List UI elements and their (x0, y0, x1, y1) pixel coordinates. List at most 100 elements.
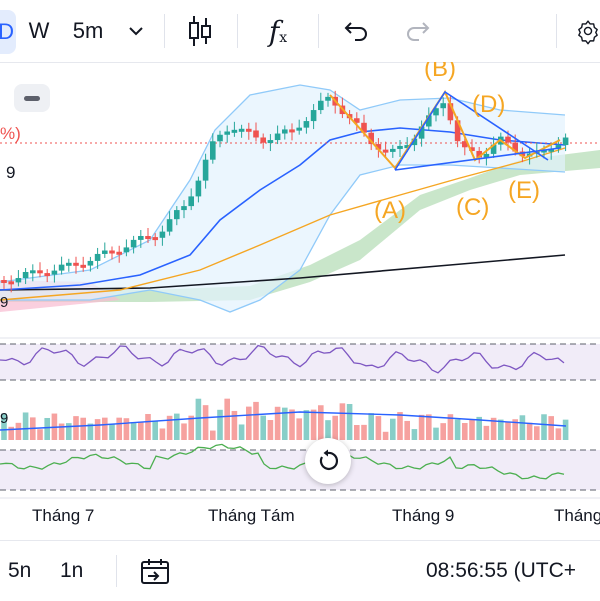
volume-bar (332, 415, 338, 440)
ichimoku-cloud (0, 150, 600, 302)
volume-bar (310, 409, 317, 440)
reset-icon (319, 449, 339, 470)
candle-body (505, 136, 511, 143)
legend-percent-label: %) (0, 124, 21, 143)
volume-bar (303, 410, 310, 440)
volume-bar (274, 406, 281, 440)
candle-body (548, 148, 554, 152)
candle-body (375, 144, 382, 150)
candle-body (476, 150, 482, 158)
bottom-divider (116, 555, 117, 587)
legend-price-label: 9 (6, 163, 16, 182)
volume-bar (1, 413, 7, 440)
range-1m-button[interactable]: 1n (60, 559, 84, 582)
volume-bar (188, 415, 194, 440)
clock-label[interactable]: 08:56:55 (UTC+ (426, 541, 576, 601)
candle-body (94, 253, 101, 261)
volume-bar (37, 429, 43, 440)
candle-body (274, 133, 281, 141)
reset-chart-button[interactable] (305, 438, 351, 484)
candle-body (282, 129, 288, 134)
symbol-tab-glyph: D (0, 19, 14, 44)
volume-bar (102, 417, 108, 440)
candlestick-icon[interactable] (182, 0, 218, 62)
candle-body (289, 129, 295, 133)
candle-body (447, 103, 454, 121)
volume-bar (476, 416, 482, 440)
volume-bar (404, 420, 410, 440)
candle-body (44, 273, 50, 277)
candle-body (217, 134, 223, 142)
volume-bar (375, 416, 382, 440)
candle-body (512, 142, 518, 152)
volume-bar (397, 412, 403, 440)
candle-body (433, 108, 439, 116)
symbol-tab[interactable]: D (0, 10, 16, 54)
volume-bar (325, 420, 331, 440)
settings-gear-icon[interactable] (576, 0, 600, 62)
volume-bar (289, 409, 295, 440)
candle-body (109, 250, 115, 254)
candle-body (303, 121, 310, 128)
x-axis-label: Tháng 7 (32, 506, 95, 525)
triangle-upper (394, 90, 549, 171)
candle-body (188, 196, 194, 207)
candle-body (224, 131, 230, 135)
chart-canvas[interactable]: (A) (B) (C) (D) (E) (0, 62, 600, 534)
candle-body (1, 280, 7, 283)
volume-bar (202, 405, 209, 440)
long-moving-average (0, 254, 566, 291)
candle-body (418, 126, 425, 139)
volume-bar (526, 422, 533, 440)
volume-bar (454, 419, 461, 440)
volume-bar (22, 412, 29, 440)
volume-bar (8, 426, 14, 440)
volume-bar (483, 425, 490, 440)
candle-body (66, 262, 72, 266)
candle-body (152, 237, 158, 241)
volume-bar (267, 420, 274, 440)
range-5d-button[interactable]: 5n (8, 559, 32, 582)
fx-label: f (268, 14, 280, 48)
candle-body (426, 115, 432, 127)
bollinger-lower (0, 164, 566, 313)
volume-bar (181, 423, 187, 440)
rsi-line (0, 344, 565, 374)
interval-button[interactable]: 5m (66, 0, 110, 62)
volume-bar (130, 422, 137, 440)
chevron-down-icon[interactable] (124, 0, 148, 62)
volume-bar (159, 428, 166, 440)
volume-bar (440, 423, 446, 440)
clock-time: 08:56:55 (426, 559, 508, 582)
volume-bar (231, 410, 238, 440)
candle-body (541, 149, 547, 153)
toolbar-divider (318, 14, 319, 48)
candle-body (202, 159, 209, 181)
calendar-goto-icon[interactable] (140, 541, 170, 601)
candle-body (22, 271, 29, 279)
volume-bar (224, 398, 230, 440)
rsi-band (0, 344, 600, 380)
collapse-legend-button[interactable] (14, 84, 50, 112)
toolbar-divider (556, 14, 557, 48)
candle-body (195, 180, 202, 197)
candle-body (469, 147, 475, 151)
candle-body (87, 260, 94, 266)
volume-bar (562, 419, 569, 440)
candle-body (390, 148, 396, 152)
volume-bar (87, 423, 94, 440)
toolbar-divider (164, 14, 165, 48)
candle-body (519, 151, 526, 157)
redo-icon[interactable] (398, 0, 438, 62)
volume-bar (505, 422, 511, 440)
symbol-button[interactable]: W (26, 0, 52, 62)
undo-icon[interactable] (336, 0, 376, 62)
candle-body (555, 145, 562, 149)
volume-bar (447, 414, 454, 440)
volume-bar (462, 423, 468, 440)
candle-body (361, 122, 367, 133)
volume-bar (534, 426, 540, 440)
volume-bar (44, 417, 50, 440)
candle-body (310, 110, 317, 122)
